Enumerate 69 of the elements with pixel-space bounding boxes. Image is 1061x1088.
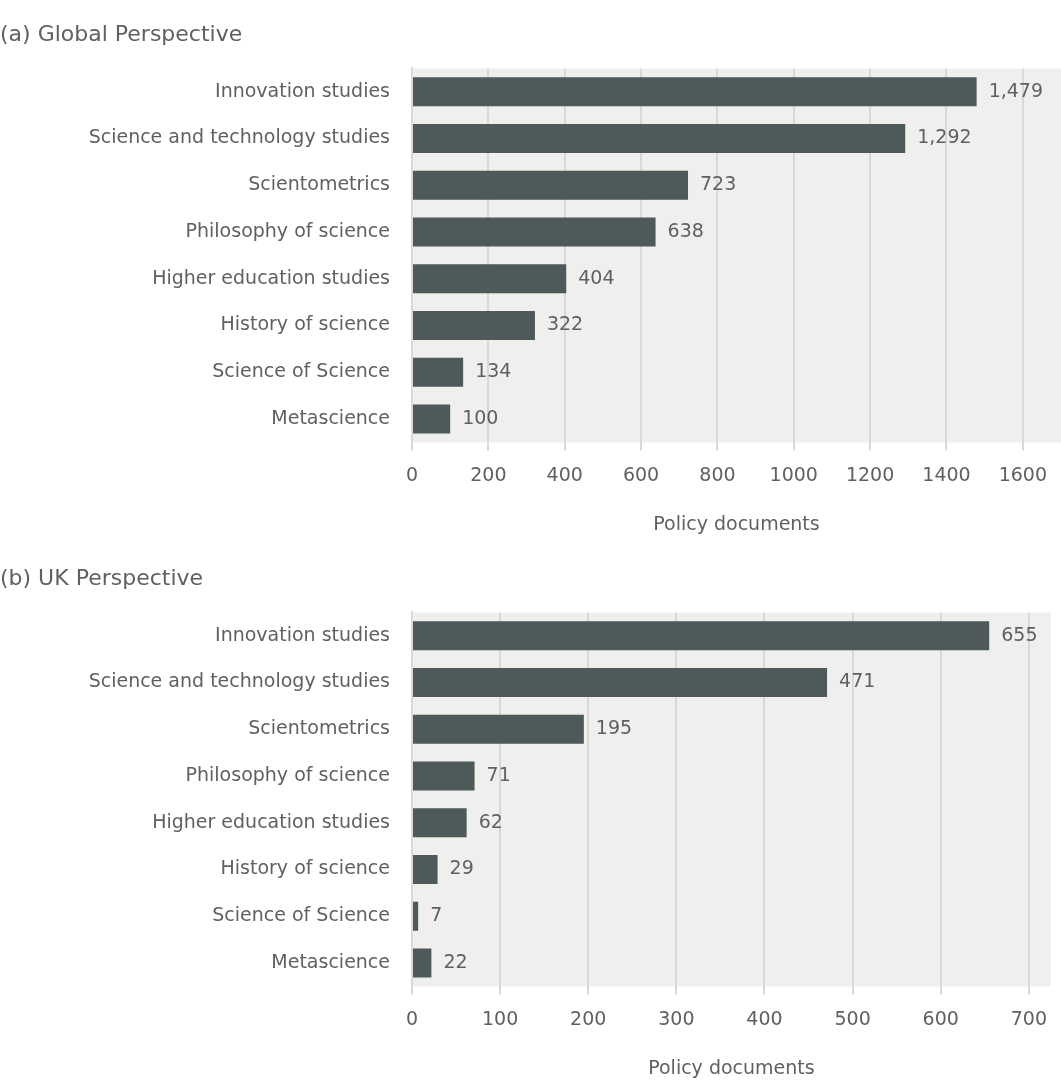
x-tick-label: 1600 — [998, 462, 1047, 485]
data-label: 134 — [475, 359, 512, 382]
y-tick-label: Science of Science — [212, 903, 390, 926]
text: (a) Global Perspective — [0, 20, 243, 46]
y-tick-label: Higher education studies — [152, 265, 390, 288]
data-label: 322 — [546, 312, 584, 335]
bar — [413, 217, 656, 247]
x-tick-label: 1200 — [845, 462, 895, 485]
y-tick-label: Scientometrics — [248, 716, 390, 739]
y-tick-label: Science of Science — [212, 359, 390, 382]
data-label: 471 — [839, 669, 876, 692]
data-label: 638 — [667, 218, 704, 241]
bar — [413, 170, 689, 200]
y-tick-label: Scientometrics — [248, 172, 390, 195]
y-tick-label: Higher education studies — [152, 809, 390, 832]
x-tick-label: 500 — [834, 1006, 871, 1029]
data-label: 655 — [1001, 622, 1038, 645]
y-tick-label: Science and technology studies — [88, 669, 390, 692]
data-label: 723 — [700, 172, 737, 195]
x-tick-label: 1400 — [922, 462, 971, 485]
x-tick-label: 0 — [405, 1006, 419, 1029]
x-tick-label: 400 — [546, 462, 583, 485]
bar — [413, 621, 990, 651]
bar — [413, 124, 906, 154]
bar — [413, 761, 475, 791]
x-tick-label: 200 — [470, 462, 507, 485]
y-tick-label: Innovation studies — [215, 78, 390, 101]
bar — [413, 808, 467, 838]
data-label: 22 — [443, 949, 468, 972]
data-label: 1,292 — [917, 125, 972, 148]
data-label: 100 — [462, 405, 499, 428]
x-tick-label: 600 — [622, 462, 660, 485]
x-tick-label: 700 — [1010, 1006, 1047, 1029]
y-tick-label: Science and technology studies — [88, 125, 390, 148]
data-label: 29 — [449, 856, 474, 879]
x-tick-label: 200 — [570, 1006, 607, 1029]
data-label: 404 — [578, 265, 615, 288]
data-label: 62 — [478, 809, 503, 832]
x-tick-label: 800 — [699, 462, 736, 485]
y-tick-label: Metascience — [271, 405, 390, 428]
y-tick-label: Metascience — [271, 949, 390, 972]
y-tick-label: History of science — [220, 312, 390, 335]
bar — [413, 357, 464, 387]
x-tick-label: 0 — [405, 462, 419, 485]
bar — [413, 668, 828, 698]
x-tick-label: 100 — [481, 1006, 519, 1029]
y-tick-label: Philosophy of science — [185, 762, 390, 785]
x-tick-label: 300 — [658, 1006, 695, 1029]
bar — [413, 948, 432, 978]
bar — [413, 311, 535, 341]
x-tick-label: 400 — [746, 1006, 783, 1029]
x-tick-label: 1000 — [769, 462, 818, 485]
text: (b) UK Perspective — [0, 564, 204, 590]
y-tick-label: History of science — [220, 856, 390, 879]
bar — [413, 77, 977, 107]
bar — [413, 901, 419, 931]
bar — [413, 855, 438, 885]
data-label: 7 — [430, 903, 443, 926]
bar — [413, 404, 451, 434]
data-label: 1,479 — [988, 78, 1044, 101]
bar — [413, 714, 584, 744]
data-label: 195 — [595, 716, 633, 739]
data-label: 71 — [486, 762, 511, 785]
x-tick-label: 600 — [922, 1006, 959, 1029]
y-tick-label: Innovation studies — [215, 622, 390, 645]
y-tick-label: Philosophy of science — [185, 218, 390, 241]
x-axis-title: Policy documents — [653, 511, 820, 534]
x-axis-title: Policy documents — [648, 1055, 815, 1078]
bar — [413, 264, 567, 294]
